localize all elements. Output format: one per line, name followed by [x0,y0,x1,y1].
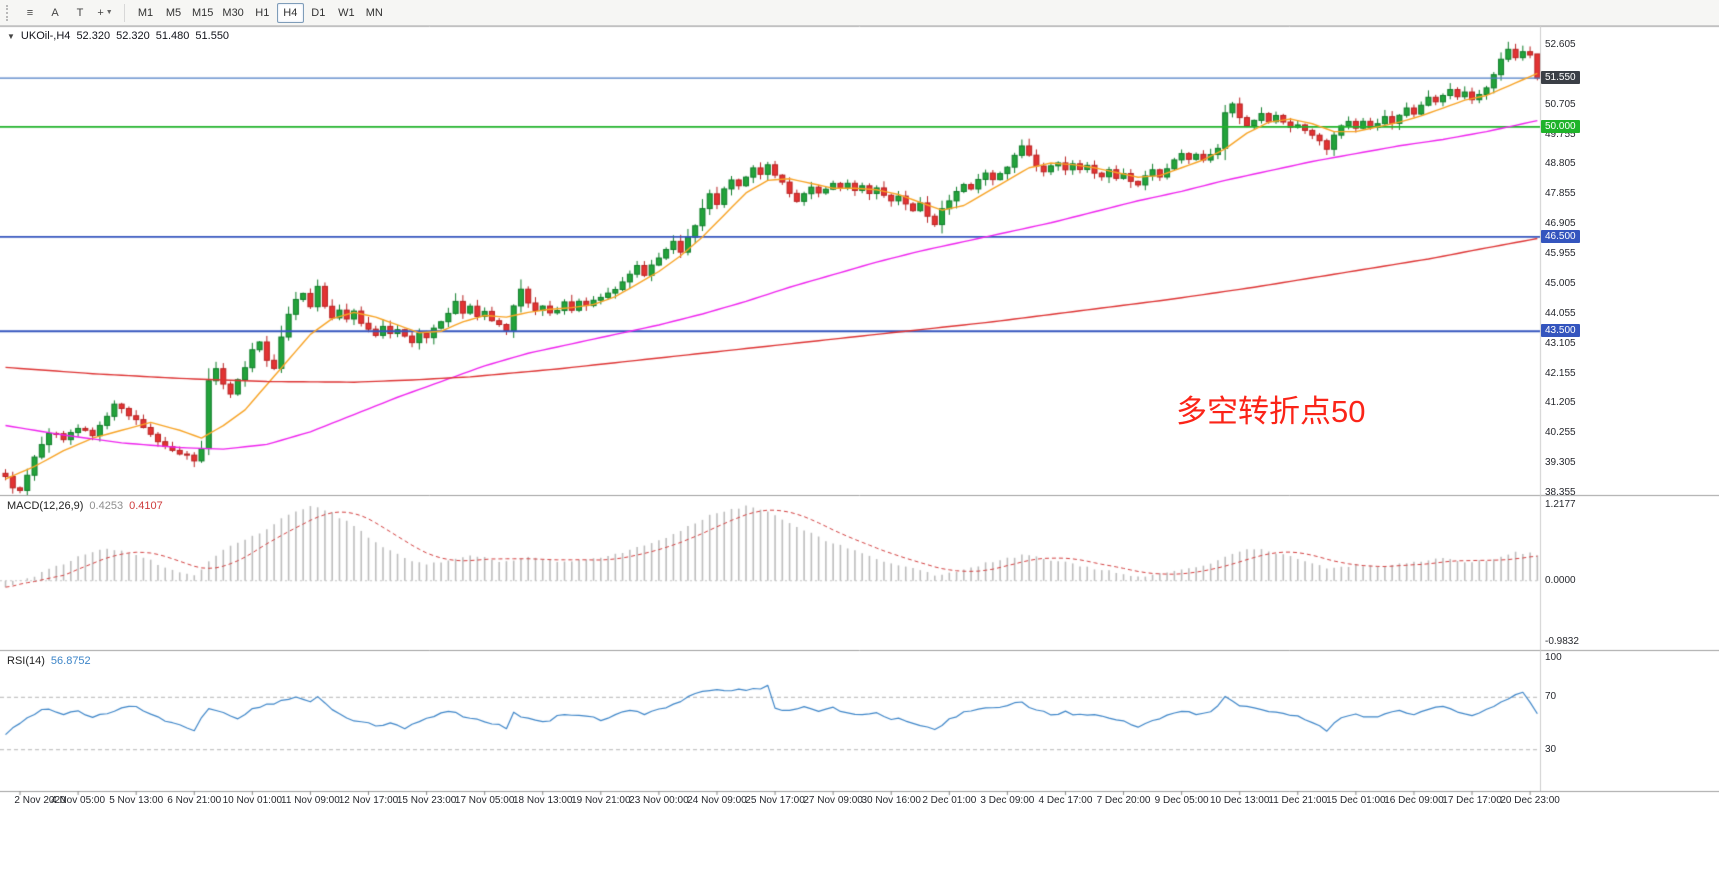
ohlc-low: 51.480 [155,30,190,42]
ohlc-high: 52.320 [116,30,150,42]
timeframe-button-w1[interactable]: W1 [333,3,360,23]
timeframe-button-h4[interactable]: H4 [276,2,304,23]
timeframe-button-mn[interactable]: MN [361,3,388,23]
chart-lines-icon[interactable]: ≡ [18,3,42,23]
macd-signal-value: 0.4107 [129,500,163,512]
timeframe-button-m15[interactable]: M15 [188,3,217,23]
toolbar: ≡ A T + ▼ M1 M5 M15 M30 H1 H4 D1 W1 MN [0,0,1719,26]
timeframe-button-m5[interactable]: M5 [160,3,187,23]
timeframe-button-d1[interactable]: D1 [305,3,332,23]
chart-region: ▼ UKOil-,H4 52.320 52.320 51.480 51.550 … [0,26,1719,895]
collapse-arrow-icon[interactable]: ▼ [7,31,15,41]
symbol-timeframe-label: UKOil-,H4 [20,30,71,42]
rsi-value: 56.8752 [50,655,91,667]
ohlc-open: 52.320 [76,30,111,42]
chart-annotation-text: 多空转折点50 [1176,394,1366,429]
rsi-indicator-label: RSI(14) 56.8752 [7,655,91,667]
macd-indicator-label: MACD(12,26,9) 0.4253 0.4107 [7,500,163,512]
price-chart-canvas[interactable] [0,26,1719,895]
toolbar-separator [124,3,125,22]
crosshair-glyph: + [97,6,104,19]
chart-header: ▼ UKOil-,H4 52.320 52.320 51.480 51.550 [7,30,229,42]
timeframe-button-m1[interactable]: M1 [132,3,159,23]
rsi-name: RSI(14) [7,655,45,667]
text-icon[interactable]: T [68,3,92,23]
timeframe-button-h1[interactable]: H1 [249,3,276,23]
macd-main-value: 0.4253 [89,500,124,512]
ohlc-close: 51.550 [195,30,230,42]
crosshair-icon[interactable]: + ▼ [93,3,117,23]
timeframe-button-m30[interactable]: M30 [218,3,247,23]
timeframe-group: M1 M5 M15 M30 H1 H4 D1 W1 MN [132,2,388,23]
toolbar-drag-handle[interactable] [6,4,11,21]
text-label-icon[interactable]: A [43,3,67,23]
macd-name: MACD(12,26,9) [7,500,84,512]
chevron-down-icon: ▼ [105,9,113,16]
